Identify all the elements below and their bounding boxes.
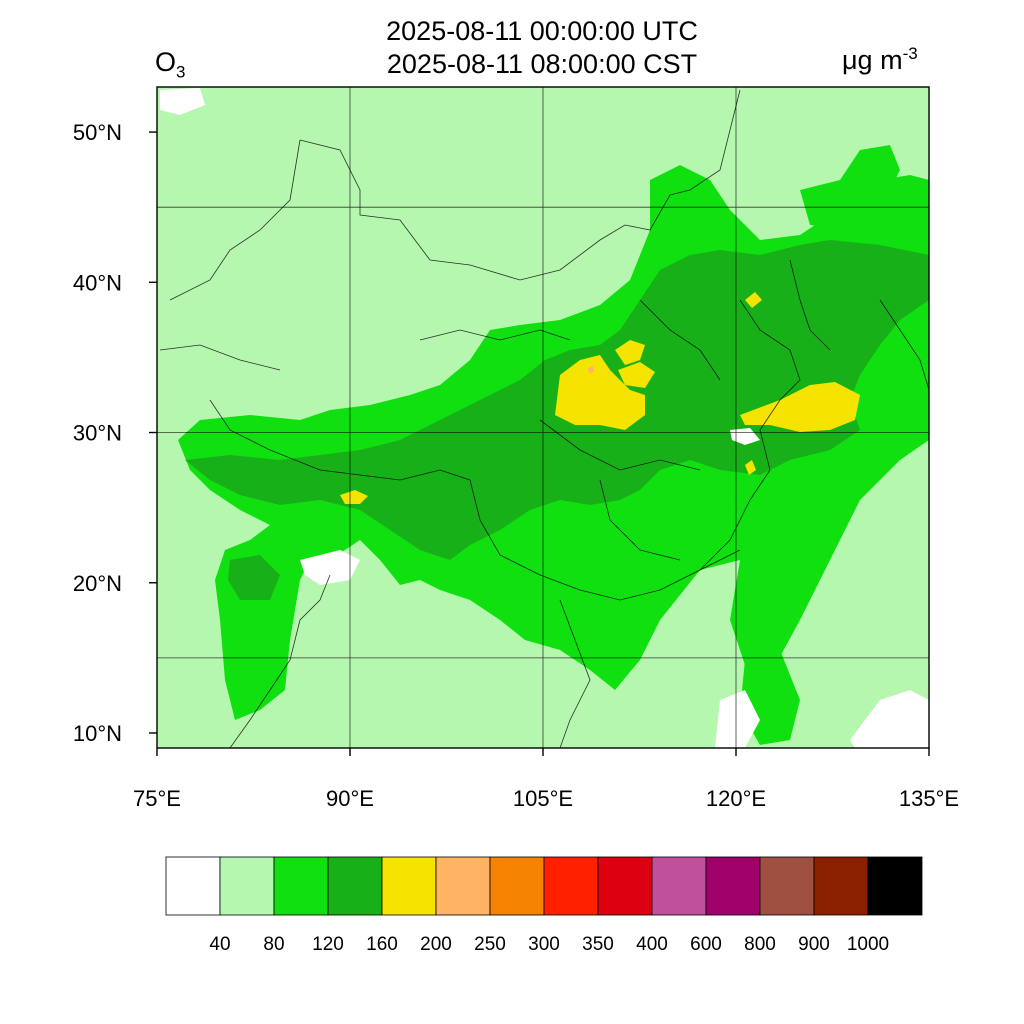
lon-tick-label: 135°E xyxy=(899,786,959,811)
colorbar-swatch xyxy=(813,856,869,916)
colorbar-level-label: 120 xyxy=(312,934,344,955)
province-line-3 xyxy=(599,479,681,561)
coast-vietnam xyxy=(559,599,591,748)
colorbar-swatch xyxy=(489,856,545,916)
colorbar-level-label: 80 xyxy=(263,934,284,955)
colorbar-swatch xyxy=(759,856,815,916)
colorbar-swatch xyxy=(867,856,923,916)
colorbar-level-label: 400 xyxy=(636,934,668,955)
lat-tick-label: 30°N xyxy=(73,421,122,446)
border-china-north xyxy=(299,89,741,281)
clean-patch-pacific xyxy=(850,690,929,748)
hotspot-shanxi-north xyxy=(615,340,645,365)
lon-tick-label: 90°E xyxy=(326,786,374,811)
border-southeast-asia xyxy=(469,479,741,601)
colorbar-level-label: 300 xyxy=(528,934,560,955)
axis-tick-labels: 75°E 90°E 105°E 120°E 135°E 50°N 40°N 30°N 20°N 1… xyxy=(73,120,959,811)
colorbar-swatch xyxy=(219,856,275,916)
colorbar: 40 80 120 160 200 250 300 350 400 600 800 900 1000 xyxy=(165,856,923,955)
units-label: μg m-3 xyxy=(842,44,918,76)
colorbar-level-label: 350 xyxy=(582,934,614,955)
colorbar-level-label: 800 xyxy=(744,934,776,955)
colorbar-swatch xyxy=(165,856,221,916)
colorbar-swatch xyxy=(651,856,707,916)
province-line-4 xyxy=(639,299,721,381)
ozone-field xyxy=(157,87,929,748)
coast-india xyxy=(229,574,331,748)
colorbar-level-label: 160 xyxy=(366,934,398,955)
units-text: μg m xyxy=(842,45,903,75)
colorbar-level-label: 600 xyxy=(690,934,722,955)
lat-lon-grid xyxy=(157,87,929,748)
province-line-5 xyxy=(159,344,281,371)
hotspot-jiangsu xyxy=(745,460,756,475)
lat-tick-label: 50°N xyxy=(73,120,122,145)
hotspot-beijing xyxy=(745,292,762,308)
border-china-west xyxy=(169,139,301,301)
coast-japan xyxy=(879,299,929,391)
hotspot-taiyuan xyxy=(618,362,655,388)
axis-ticks xyxy=(149,131,930,756)
colorbar-level-label: 40 xyxy=(209,934,230,955)
clean-patch-north xyxy=(160,88,205,115)
lon-tick-label: 75°E xyxy=(133,786,181,811)
colorbar-swatch xyxy=(381,856,437,916)
border-korea xyxy=(789,259,831,351)
country-borders xyxy=(159,89,929,748)
clean-patch-philippines xyxy=(715,690,760,748)
colorbar-level-label: 200 xyxy=(420,934,452,955)
clean-patch-bay-of-bengal xyxy=(300,550,360,585)
colorbar-swatch xyxy=(543,856,599,916)
variable-subscript: 3 xyxy=(176,62,186,82)
lat-tick-label: 40°N xyxy=(73,270,122,295)
map-title-utc: 2025-08-11 00:00:00 UTC xyxy=(386,16,698,46)
colorbar-swatch xyxy=(435,856,491,916)
hotspot-peak xyxy=(588,366,594,373)
variable-name: O xyxy=(155,47,177,77)
province-line-2 xyxy=(539,419,701,471)
hotspot-tibet xyxy=(340,490,368,504)
contour-indochina-pocket xyxy=(228,555,280,600)
coast-east-china xyxy=(699,299,801,571)
contour-manchuria xyxy=(800,145,900,230)
colorbar-level-label: 250 xyxy=(474,934,506,955)
colorbar-swatch xyxy=(597,856,653,916)
contour-below-40 xyxy=(160,88,929,748)
hotspot-yellow-sea xyxy=(740,382,860,432)
colorbar-level-label: 900 xyxy=(798,934,830,955)
variable-label: O3 xyxy=(155,47,185,82)
lat-tick-label: 20°N xyxy=(73,571,122,596)
lat-tick-label: 10°N xyxy=(73,721,122,746)
contour-160-200 xyxy=(340,292,860,504)
colorbar-level-label: 1000 xyxy=(847,934,889,955)
province-line-1 xyxy=(419,329,571,341)
lon-tick-label: 120°E xyxy=(706,786,766,811)
contour-200-250 xyxy=(588,366,594,373)
colorbar-swatch xyxy=(705,856,761,916)
units-exponent: -3 xyxy=(902,44,918,63)
lon-tick-label: 105°E xyxy=(513,786,573,811)
border-himalaya xyxy=(209,399,471,481)
colorbar-swatch xyxy=(273,856,329,916)
map-title-cst: 2025-08-11 08:00:00 CST xyxy=(386,49,698,79)
colorbar-swatch xyxy=(327,856,383,916)
hotspot-north-china xyxy=(555,355,645,430)
